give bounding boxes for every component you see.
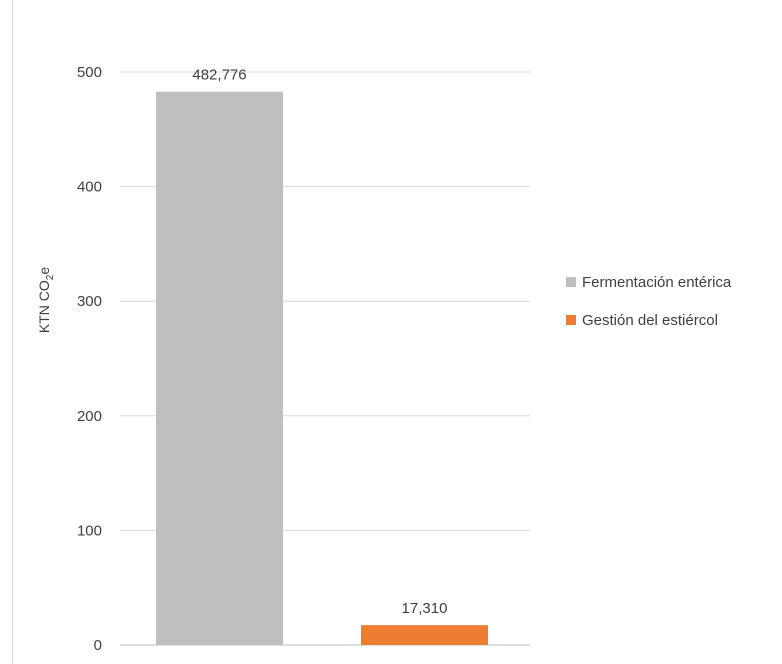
y-tick-label: 0 — [94, 637, 102, 654]
legend: Fermentación entérica Gestión del estiér… — [566, 270, 731, 346]
bar-fermentacion-enterica — [156, 91, 283, 645]
y-tick-label: 100 — [77, 522, 102, 539]
y-tick-labels: 0 100 200 300 400 500 — [77, 64, 102, 654]
data-labels: 482,776 17,310 — [192, 67, 447, 617]
legend-label: Fermentación entérica — [582, 273, 732, 291]
y-tick-label: 200 — [77, 408, 102, 425]
y-tick-label: 300 — [77, 293, 102, 310]
legend-swatch — [566, 315, 576, 325]
y-tick-label: 400 — [77, 179, 102, 196]
bars — [156, 91, 488, 645]
legend-item-fermentacion: Fermentación entérica — [566, 270, 731, 294]
legend-label: Gestión del estiércol — [582, 311, 718, 329]
bar-gestion-del-estiercol — [361, 625, 488, 645]
legend-swatch — [566, 277, 576, 287]
chart-border — [12, 0, 13, 664]
legend-item-gestion: Gestión del estiércol — [566, 308, 731, 332]
y-tick-label: 500 — [77, 64, 102, 81]
data-label: 482,776 — [192, 67, 246, 84]
y-axis-label: KTN CO2e — [36, 266, 56, 334]
data-label: 17,310 — [402, 600, 448, 617]
